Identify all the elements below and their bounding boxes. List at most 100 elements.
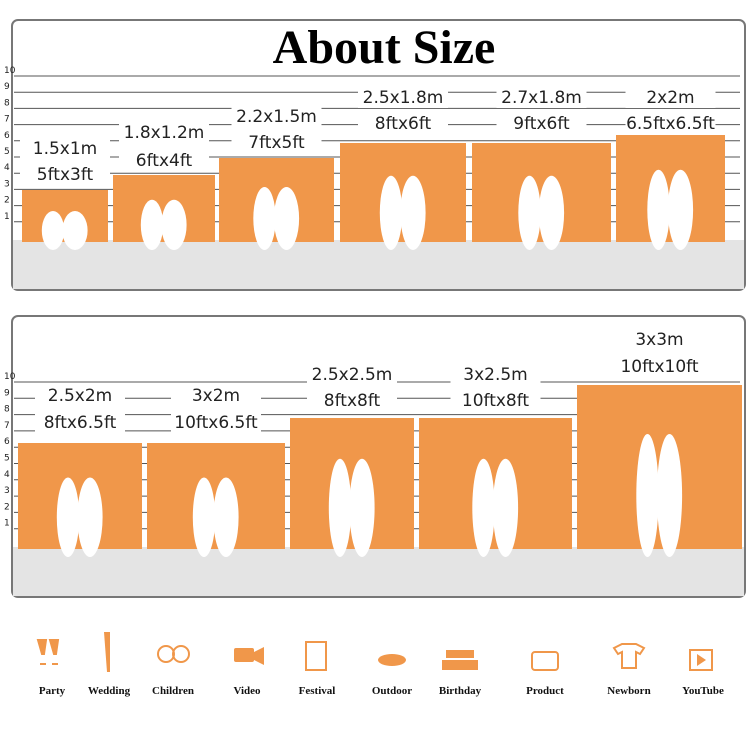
use-label: Outdoor (372, 685, 412, 697)
scale-label: 8 (4, 405, 10, 415)
size-metric: 2.7x1.8m (501, 88, 582, 108)
scale-label: 8 (4, 98, 10, 108)
icon (378, 654, 406, 666)
silhouette (161, 199, 187, 250)
silhouette (349, 458, 375, 557)
size-metric: 1.8x1.2m (124, 123, 205, 143)
label-bg (450, 365, 541, 385)
label-bg (625, 88, 716, 108)
scale-label: 6 (4, 131, 10, 141)
size-imperial: 5ftx3ft (37, 165, 94, 185)
icon (157, 645, 175, 663)
icons (36, 632, 713, 672)
scale-label: 1 (4, 212, 10, 222)
label-bg (35, 386, 125, 406)
label-bg (625, 114, 716, 134)
silhouette (667, 169, 694, 250)
size-metric: 2x2m (646, 88, 694, 108)
scale-label: 3 (4, 486, 10, 496)
label-bg (358, 88, 448, 108)
use-label: YouTube (682, 685, 724, 697)
label-bg (450, 391, 541, 411)
label-bg (231, 107, 322, 127)
icon (305, 641, 327, 671)
scale-label: 3 (4, 179, 10, 189)
size-metric: 2.5x2m (48, 386, 112, 406)
use-label: Product (526, 685, 564, 697)
silhouette (41, 211, 65, 250)
silhouette (328, 458, 352, 557)
icon (697, 654, 706, 666)
silhouette (647, 169, 670, 250)
silhouette (56, 477, 80, 557)
scale-label: 6 (4, 437, 10, 447)
scale-label: 2 (4, 196, 10, 206)
label-bg (496, 88, 587, 108)
label-bg (496, 114, 587, 134)
size-imperial: 6.5ftx6.5ft (626, 114, 715, 134)
silhouette (253, 187, 276, 250)
icon (254, 647, 264, 665)
silhouette (492, 458, 519, 557)
floor-bottom (13, 547, 744, 596)
size-metric: 2.5x2.5m (312, 365, 393, 385)
size-metric: 3x3m (635, 330, 683, 350)
silhouette (62, 211, 88, 250)
icon (612, 643, 646, 669)
silhouette (77, 477, 103, 557)
label-bg (35, 413, 125, 433)
scale-label: 4 (4, 163, 10, 173)
title: About Size (273, 21, 496, 74)
size-metric: 2.5x1.8m (363, 88, 444, 108)
silhouette (379, 175, 403, 250)
use-label: Newborn (607, 685, 650, 697)
size-imperial: 8ftx8ft (324, 391, 381, 411)
icon (36, 639, 60, 665)
scale-label: 9 (4, 388, 10, 398)
size-imperial: 10ftx10ft (620, 357, 698, 377)
label-bg (171, 386, 261, 406)
label-bg (307, 391, 397, 411)
use-label: Wedding (88, 685, 131, 697)
silhouette (518, 175, 541, 250)
label-bg (614, 357, 705, 377)
scale-label: 7 (4, 421, 10, 431)
label-bg (20, 139, 110, 159)
scale-label: 4 (4, 470, 10, 480)
size-imperial: 8ftx6.5ft (44, 413, 117, 433)
icon (172, 645, 190, 663)
icon (531, 651, 559, 671)
icon (234, 648, 254, 662)
size-imperial: 10ftx8ft (462, 391, 530, 411)
size-imperial: 9ftx6ft (513, 114, 570, 134)
label-bg (307, 365, 397, 385)
scale-label: 5 (4, 454, 10, 464)
use-label: Video (233, 685, 261, 697)
label-bg (231, 133, 322, 153)
scale-label: 2 (4, 502, 10, 512)
label-bg (614, 330, 705, 350)
scale-label: 1 (4, 519, 10, 529)
silhouette (472, 458, 495, 557)
size-metric: 3x2.5m (463, 365, 527, 385)
label-bg (119, 123, 209, 143)
icon (689, 649, 713, 671)
label-bg (119, 151, 209, 171)
size-imperial: 7ftx5ft (248, 133, 305, 153)
scale-label: 9 (4, 82, 10, 92)
size-imperial: 6ftx4ft (136, 151, 193, 171)
icon (104, 632, 110, 672)
label-bg (171, 413, 261, 433)
use-label: Birthday (439, 685, 482, 697)
scale-label: 5 (4, 147, 10, 157)
icon (446, 650, 474, 658)
scale-label: 7 (4, 115, 10, 125)
icon (442, 660, 478, 670)
silhouette (192, 477, 216, 557)
label-bg (20, 165, 110, 185)
use-label: Party (39, 685, 66, 697)
silhouette (538, 175, 565, 250)
silhouette (656, 434, 683, 557)
use-label: Children (152, 685, 194, 697)
